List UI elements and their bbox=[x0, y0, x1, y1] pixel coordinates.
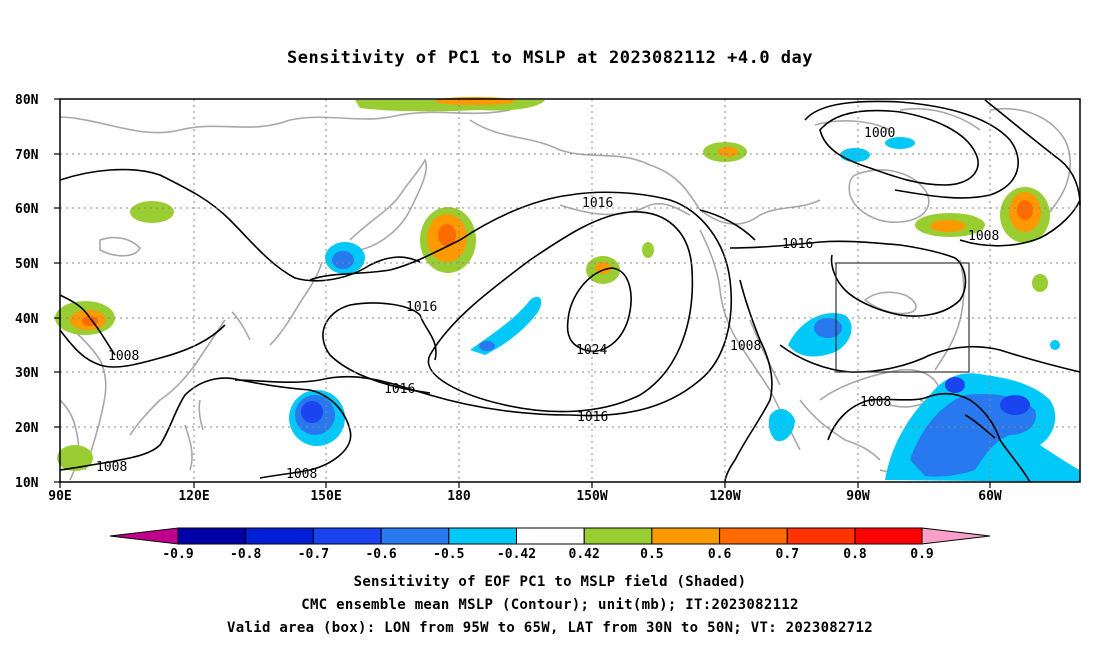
colorbar-labels: -0.9 -0.8 -0.7 -0.6 -0.5 -0.42 0.42 0.5 … bbox=[162, 547, 933, 562]
colorbar-label: 0.7 bbox=[776, 547, 799, 562]
colorbar-label: -0.9 bbox=[162, 547, 193, 562]
colorbar-cell bbox=[854, 527, 923, 545]
colorbar-label: -0.8 bbox=[230, 547, 261, 562]
valid-area-box bbox=[835, 262, 970, 373]
contour-label: 1008 bbox=[860, 395, 891, 410]
colorbar-label: -0.7 bbox=[298, 547, 329, 562]
colorbar-label: 0.9 bbox=[910, 547, 933, 562]
lat-label: 10N bbox=[15, 476, 39, 491]
grid-lines bbox=[60, 99, 1080, 482]
caption-line-2: CMC ensemble mean MSLP (Contour); unit(m… bbox=[301, 597, 799, 613]
lat-label: 60N bbox=[15, 202, 39, 217]
lat-label: 70N bbox=[15, 148, 39, 163]
contour-label: 1008 bbox=[96, 460, 127, 475]
colorbar-label: -0.42 bbox=[497, 547, 536, 562]
colorbar-label: 0.5 bbox=[640, 547, 663, 562]
lon-label: 180 bbox=[447, 489, 471, 504]
lon-label: 60W bbox=[978, 489, 1002, 504]
colorbar bbox=[109, 527, 991, 545]
contour-label: 1016 bbox=[782, 237, 813, 252]
colorbar-cell bbox=[786, 527, 856, 545]
contour-labels: 1000 1008 1016 1016 1016 1016 1016 1024 … bbox=[96, 126, 999, 482]
mslp-contours bbox=[59, 99, 1081, 483]
colorbar-cell bbox=[380, 527, 450, 545]
colorbar-label: 0.8 bbox=[843, 547, 867, 562]
contour-label: 1016 bbox=[577, 410, 608, 425]
colorbar-cell bbox=[583, 527, 653, 545]
contour-label: 1016 bbox=[384, 382, 415, 397]
colorbar-cell bbox=[312, 527, 382, 545]
colorbar-label: 0.42 bbox=[569, 547, 600, 562]
lat-label: 30N bbox=[15, 366, 39, 381]
colorbar-min-triangle bbox=[109, 527, 179, 545]
colorbar-max-triangle bbox=[921, 527, 991, 545]
lat-label: 50N bbox=[15, 257, 39, 272]
latitude-labels: 80N 70N 60N 50N 40N 30N 20N 10N bbox=[15, 93, 39, 491]
lon-label: 150E bbox=[310, 489, 341, 504]
contour-label: 1008 bbox=[730, 339, 761, 354]
contour-label: 1016 bbox=[406, 300, 437, 315]
lat-label: 20N bbox=[15, 421, 39, 436]
colorbar-label: -0.6 bbox=[365, 547, 396, 562]
caption-line-3: Valid area (box): LON from 95W to 65W, L… bbox=[227, 620, 873, 636]
lon-label: 90E bbox=[48, 489, 71, 504]
lat-label: 80N bbox=[15, 93, 39, 108]
contour-label: 1000 bbox=[864, 126, 895, 141]
colorbar-cell bbox=[177, 527, 247, 545]
colorbar-label: 0.6 bbox=[708, 547, 732, 562]
contour-label: 1024 bbox=[576, 343, 607, 358]
lon-label: 90W bbox=[846, 489, 870, 504]
contour-label: 1008 bbox=[968, 229, 999, 244]
colorbar-cell bbox=[516, 527, 585, 545]
colorbar-cell bbox=[245, 527, 314, 545]
lon-label: 120W bbox=[709, 489, 740, 504]
lon-label: 150W bbox=[576, 489, 607, 504]
colorbar-cell bbox=[448, 527, 517, 545]
contour-label: 1008 bbox=[108, 349, 139, 364]
lon-label: 120E bbox=[178, 489, 209, 504]
longitude-labels: 90E 120E 150E 180 150W 120W 90W 60W bbox=[48, 489, 1002, 504]
lat-label: 40N bbox=[15, 312, 39, 327]
contour-label: 1016 bbox=[582, 196, 613, 211]
chart-title: Sensitivity of PC1 to MSLP at 2023082112… bbox=[286, 48, 813, 68]
colorbar-label: -0.5 bbox=[433, 547, 464, 562]
colorbar-cell bbox=[719, 527, 788, 545]
caption-line-1: Sensitivity of EOF PC1 to MSLP field (Sh… bbox=[353, 574, 747, 590]
colorbar-cell bbox=[651, 527, 721, 545]
contour-label: 1008 bbox=[286, 467, 317, 482]
